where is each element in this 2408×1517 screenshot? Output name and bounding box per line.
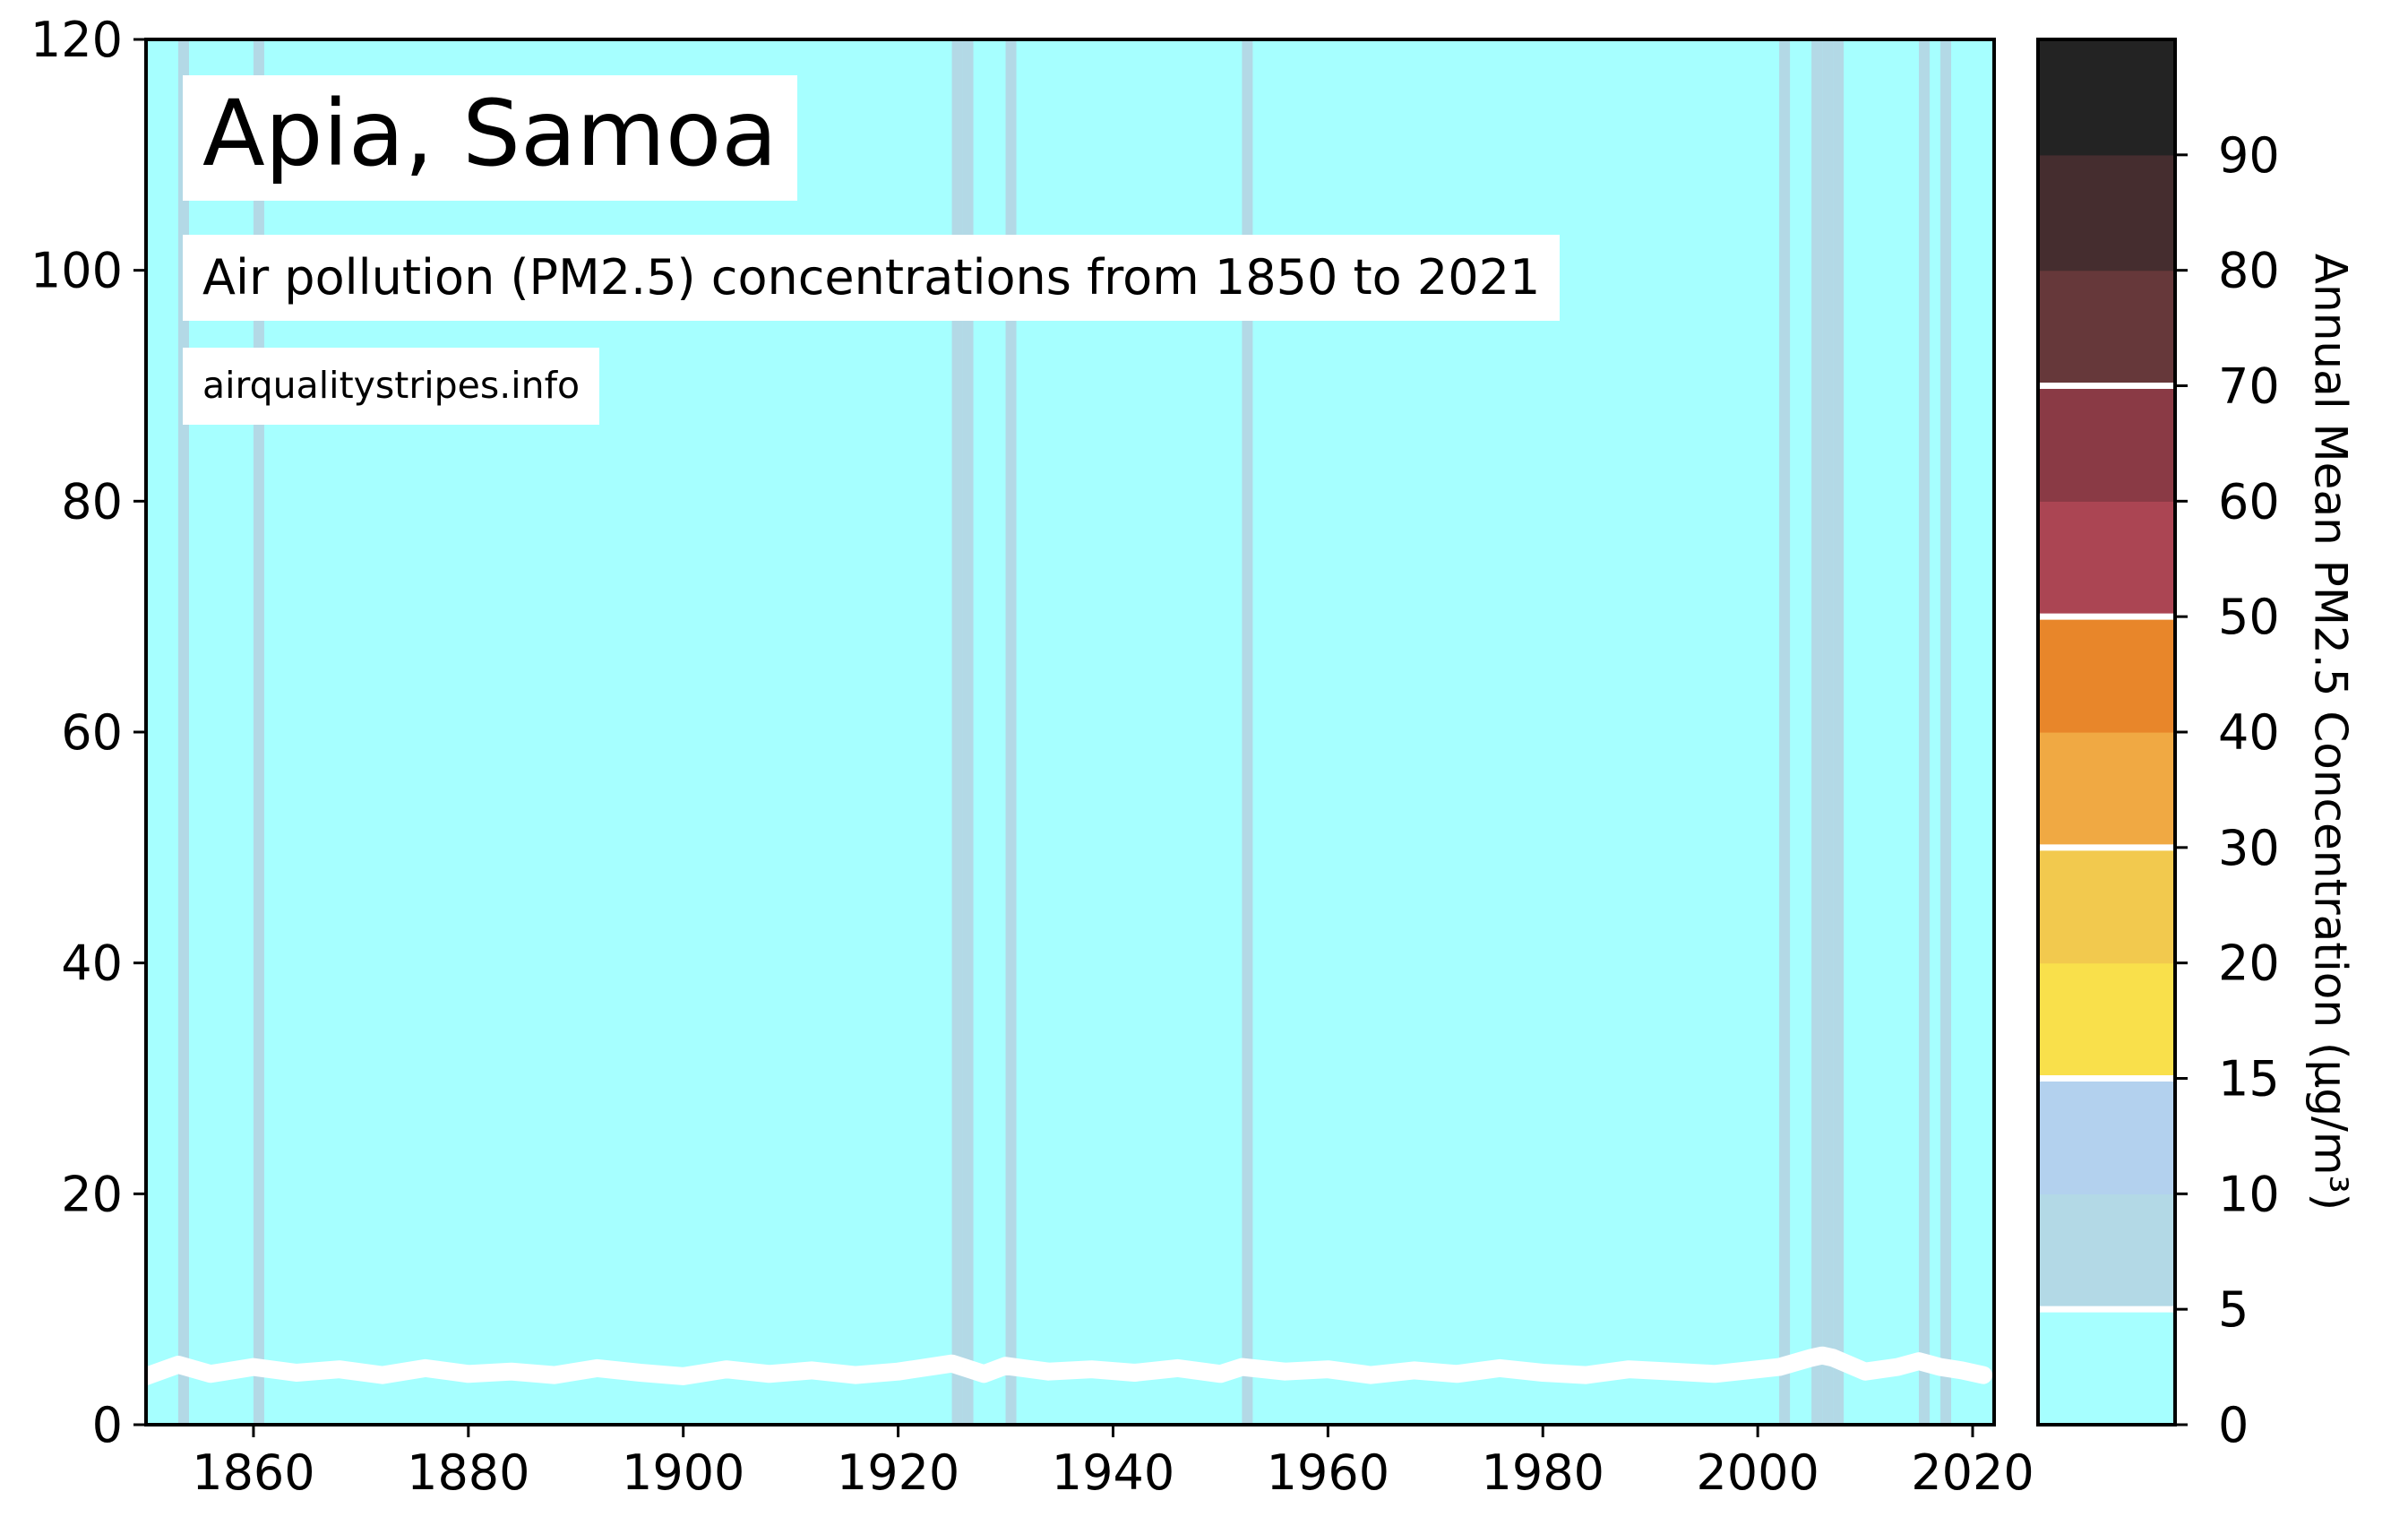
colorbar-segment-3	[2038, 962, 2175, 1080]
year-stripe-2015	[1919, 39, 1931, 1425]
colorbar-tick-label: 40	[2218, 704, 2280, 761]
line-layer	[137, 1346, 1992, 1385]
y-tick-label: 0	[92, 1397, 123, 1453]
colorbar-segment-6	[2038, 616, 2175, 733]
chart-title: Apia, Samoa	[183, 75, 797, 201]
x-tick-label: 1900	[622, 1444, 744, 1501]
colorbar-tick-label: 70	[2218, 358, 2280, 415]
year-stripe-2007	[1833, 39, 1845, 1425]
x-tick-label: 1960	[1267, 1444, 1389, 1501]
year-stripe-2006	[1822, 39, 1834, 1425]
year-stripe-1952	[1242, 39, 1253, 1425]
colorbar-segment-11	[2038, 39, 2175, 156]
colorbar-tick-label: 30	[2218, 820, 2280, 876]
colorbar-segment-5	[2038, 732, 2175, 849]
colorbar-segment-10	[2038, 154, 2175, 272]
year-stripe-1860	[253, 39, 264, 1425]
y-tick-label: 120	[30, 12, 123, 68]
y-tick-label: 100	[30, 243, 123, 299]
colorbar-segment-8	[2038, 385, 2175, 502]
colorbar: 0 5 10 15 20 30 40 50 60 70 80 90	[2036, 38, 2280, 1453]
y-tick-label: 80	[61, 473, 123, 530]
y-tick-label: 20	[61, 1166, 123, 1222]
colorbar-tick-label: 0	[2218, 1397, 2249, 1453]
chart-subtitle: Air pollution (PM2.5) concentrations fro…	[183, 235, 1561, 321]
y-tick-label: 40	[61, 935, 123, 992]
colorbar-tick-label: 20	[2218, 935, 2280, 992]
colorbar-segment-9	[2038, 270, 2175, 387]
colorbar-segment-0	[2038, 1309, 2175, 1426]
year-stripe-1930	[1005, 39, 1017, 1425]
x-tick-label: 1920	[837, 1444, 959, 1501]
year-stripe-1925	[951, 39, 963, 1425]
colorbar-tick-label: 90	[2218, 127, 2280, 184]
colorbar-tick-label: 15	[2218, 1051, 2280, 1108]
colorbar-tick-label: 50	[2218, 589, 2280, 645]
pm25-line-series-0	[137, 1346, 1992, 1385]
colorbar-title: Annual Mean PM2.5 Concentration (μg/m³)	[2305, 254, 2357, 1211]
year-stripe-2017	[1940, 39, 1952, 1425]
x-tick-label: 2000	[1696, 1444, 1819, 1501]
colorbar-tick-label: 5	[2218, 1281, 2249, 1338]
year-stripe-2005	[1811, 39, 1823, 1425]
source-link[interactable]: airqualitystripes.info	[183, 348, 600, 425]
colorbar-tick-label: 80	[2218, 243, 2280, 299]
year-stripe-1926	[962, 39, 974, 1425]
y-tick-label: 60	[61, 704, 123, 761]
colorbar-tick-label: 10	[2218, 1166, 2280, 1222]
colorbar-tick-label: 60	[2218, 473, 2280, 530]
colorbar-segment-2	[2038, 1078, 2175, 1194]
colorbar-segment-4	[2038, 847, 2175, 964]
x-tick-label: 2020	[1911, 1444, 2034, 1501]
x-axis: 1860 1880 1900 1920 1940 1960 1980 2000 2020	[192, 1425, 2034, 1501]
colorbar-segment-1	[2038, 1194, 2175, 1310]
x-tick-label: 1980	[1482, 1444, 1604, 1501]
year-stripe-2002	[1779, 39, 1791, 1425]
x-tick-label: 1880	[407, 1444, 529, 1501]
x-tick-label: 1940	[1052, 1444, 1174, 1501]
year-stripe-1853	[177, 39, 189, 1425]
colorbar-segment-7	[2038, 501, 2175, 617]
y-axis: 0 20 40 60 80 100 120	[30, 12, 146, 1453]
x-tick-label: 1860	[192, 1444, 314, 1501]
